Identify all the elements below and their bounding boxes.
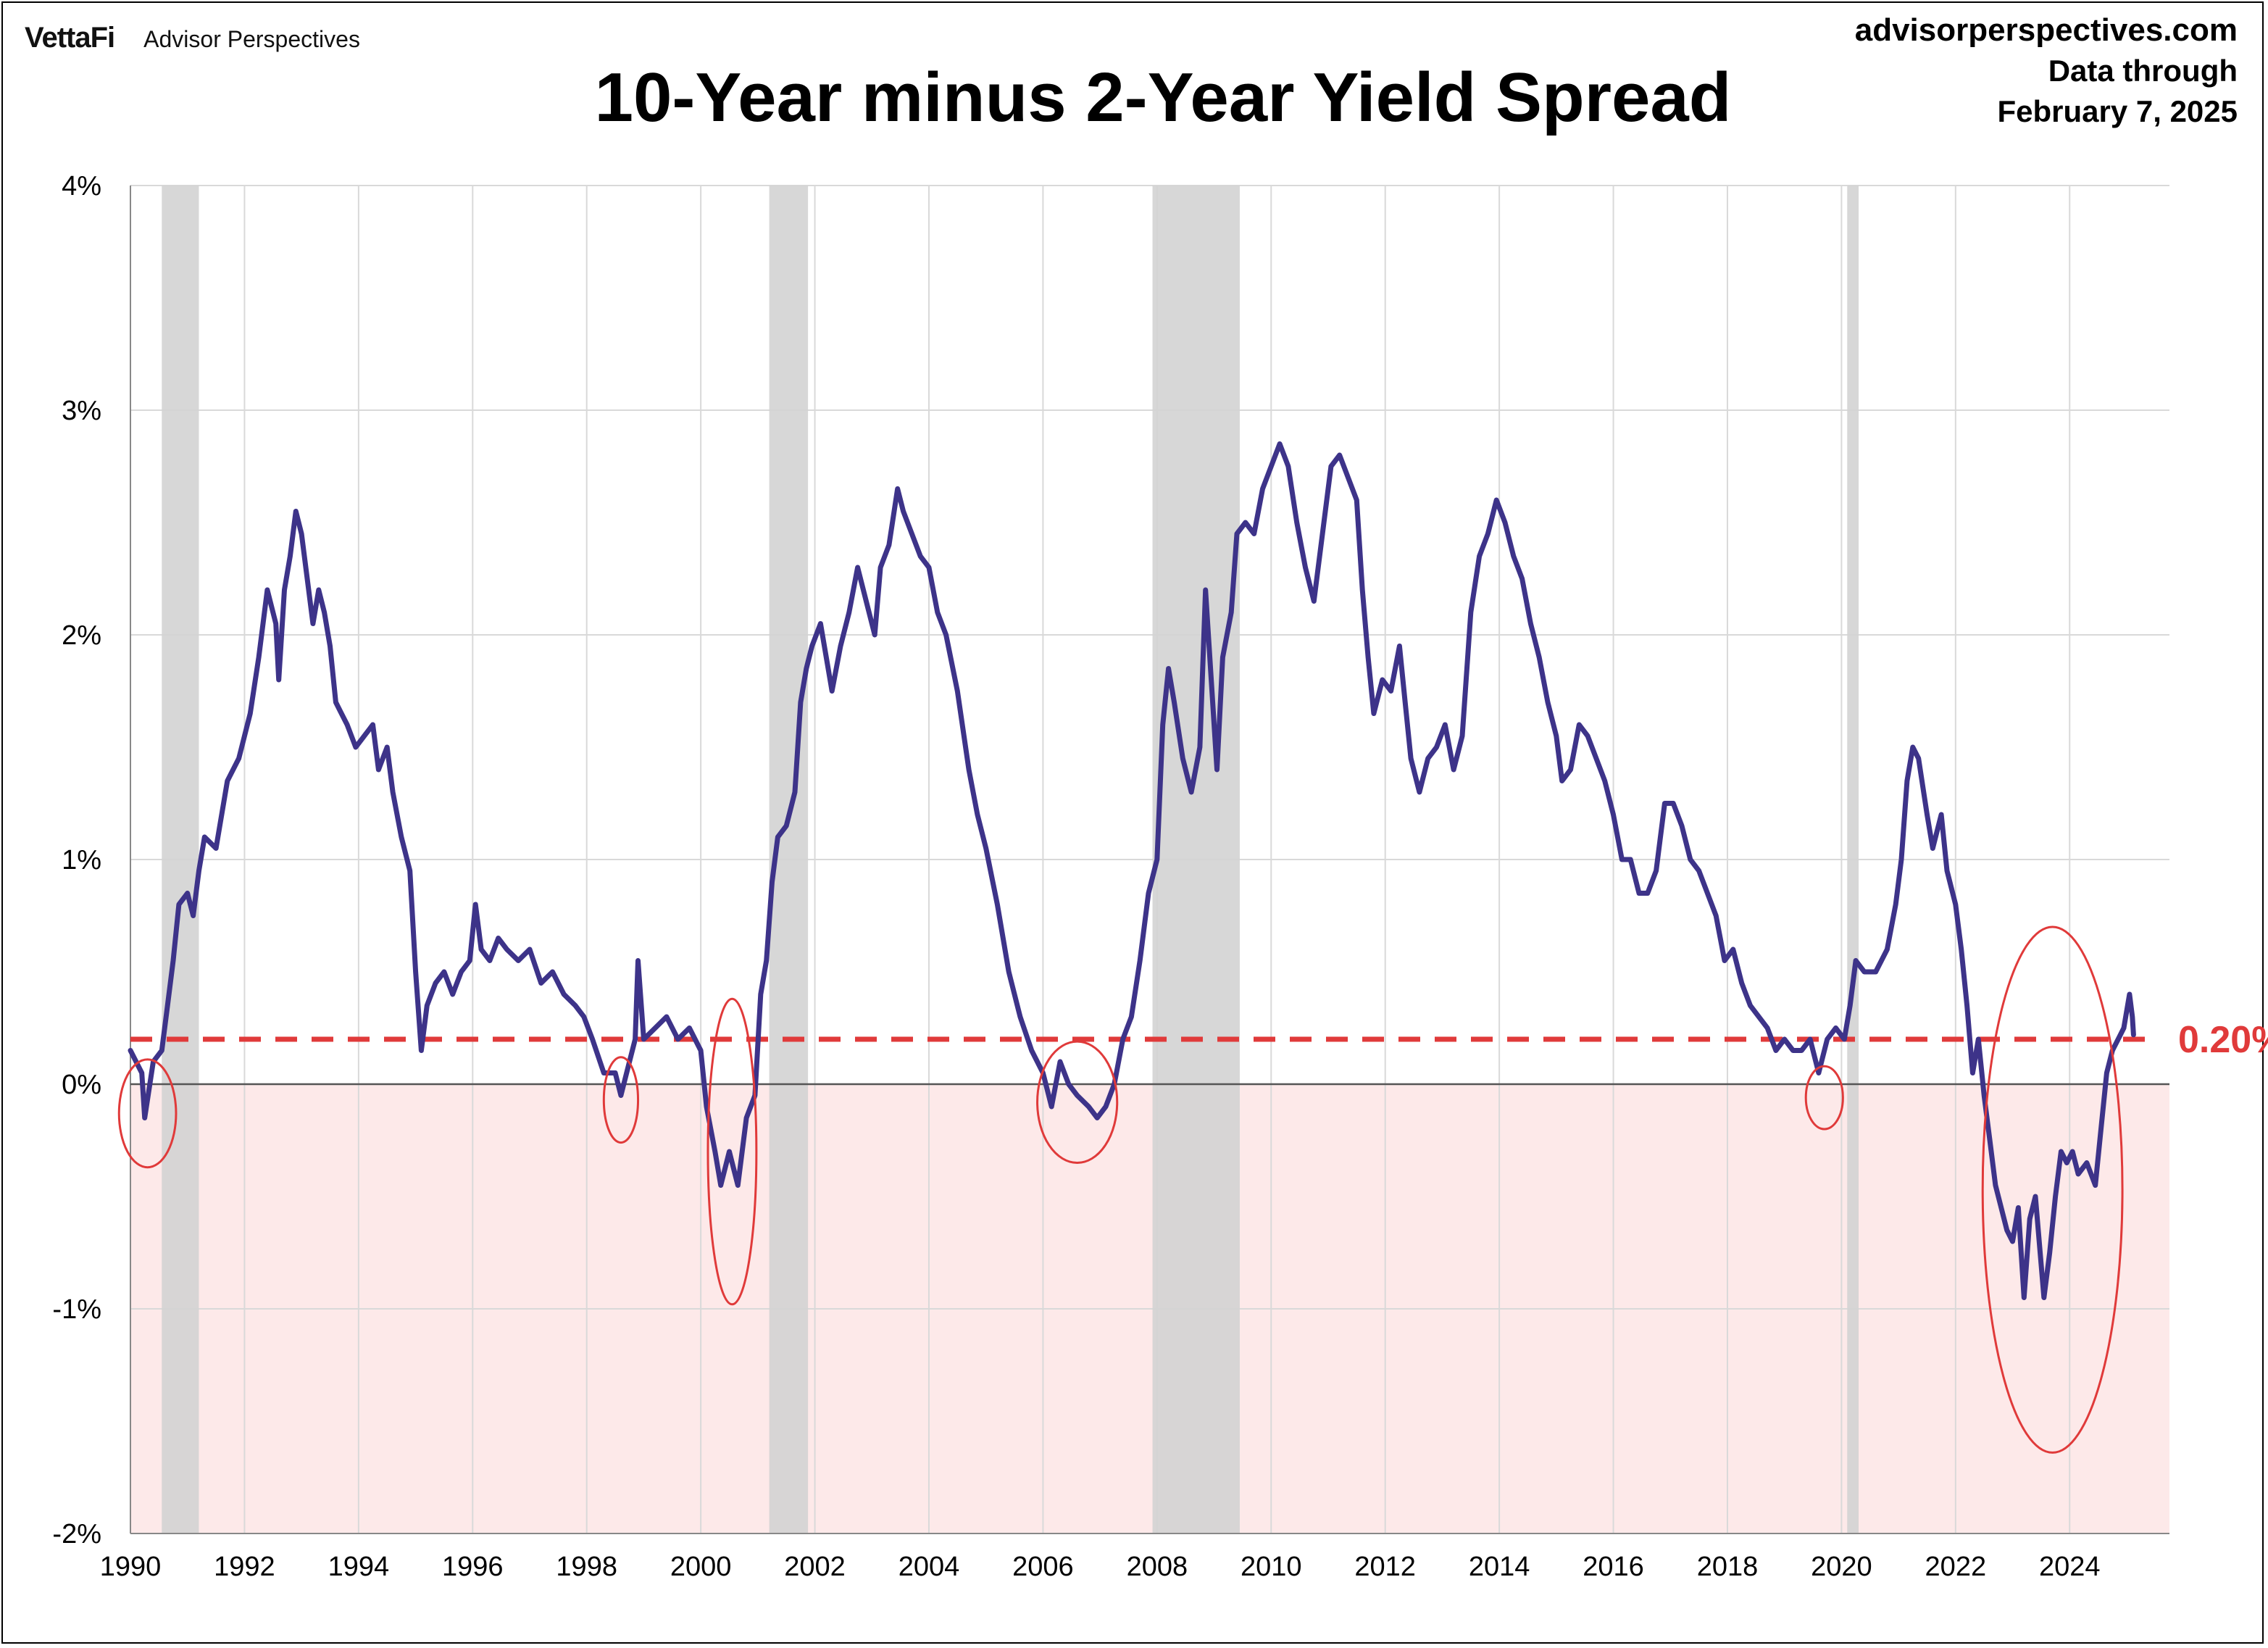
x-tick-label: 1994 [328, 1552, 390, 1582]
source-block: advisorperspectives.com Data through Feb… [1855, 10, 2238, 132]
x-tick-label: 2004 [899, 1552, 960, 1582]
inversion-highlight-circle [706, 997, 758, 1306]
y-tick-label: 4% [62, 171, 101, 201]
y-tick-label: 1% [62, 845, 101, 875]
x-tick-label: 2020 [1811, 1552, 1872, 1582]
yield-spread-line [128, 441, 2136, 1300]
x-tick-label: 2012 [1354, 1552, 1416, 1582]
inversion-highlight-circle [1036, 1040, 1119, 1165]
reference-line-label: 0.20% [2178, 1019, 2268, 1061]
recession-band [1152, 186, 1240, 1533]
x-tick-label: 2006 [1012, 1552, 1074, 1582]
y-tick-label: 3% [62, 396, 101, 426]
inversion-highlight-circle [117, 1058, 178, 1169]
vettafi-logo: VettaFi [25, 22, 115, 54]
highlight-circles-layer [117, 925, 2124, 1454]
x-tick-label: 1996 [442, 1552, 504, 1582]
source-data-through: Data through [2048, 54, 2238, 88]
chart-title: 10-Year minus 2-Year Yield Spread [594, 59, 1732, 136]
x-tick-label: 1998 [556, 1552, 617, 1582]
tick-labels-layer: -2% -1% 0% 1% 2% 3% 4% 1990 1992 1994 1996 1998 2000… [52, 171, 2100, 1582]
axes-layer [130, 186, 2169, 1534]
x-tick-label: 2010 [1241, 1552, 1302, 1582]
y-tick-label: -1% [52, 1294, 101, 1325]
reference-line-layer: 0.20% [130, 1019, 2268, 1061]
x-tick-label: 1992 [214, 1552, 275, 1582]
recession-band [162, 186, 199, 1533]
x-tick-label: 2022 [1925, 1552, 1987, 1582]
series-line-layer [128, 441, 2136, 1300]
x-tick-label: 2018 [1697, 1552, 1759, 1582]
source-site: advisorperspectives.com [1854, 12, 2238, 48]
recession-bands-layer [162, 186, 1859, 1533]
x-tick-label: 2014 [1469, 1552, 1530, 1582]
inversion-highlight-circle [1804, 1065, 1844, 1131]
recession-band [1847, 186, 1859, 1533]
x-tick-label: 2016 [1583, 1552, 1644, 1582]
x-tick-label: 2024 [2039, 1552, 2101, 1582]
x-tick-label: 1990 [100, 1552, 162, 1582]
brand-name: Advisor Perspectives [143, 26, 360, 52]
y-tick-label: -2% [52, 1519, 101, 1549]
x-tick-label: 2008 [1127, 1552, 1188, 1582]
y-tick-label: 2% [62, 620, 101, 651]
brand-header: VettaFi Advisor Perspectives [25, 22, 360, 54]
source-date: February 7, 2025 [1997, 94, 2238, 128]
y-tick-label: 0% [62, 1070, 101, 1100]
inversion-highlight-circle [1981, 925, 2124, 1454]
x-tick-label: 2002 [784, 1552, 846, 1582]
inversion-highlight-circle [602, 1056, 640, 1144]
x-tick-label: 2000 [670, 1552, 732, 1582]
